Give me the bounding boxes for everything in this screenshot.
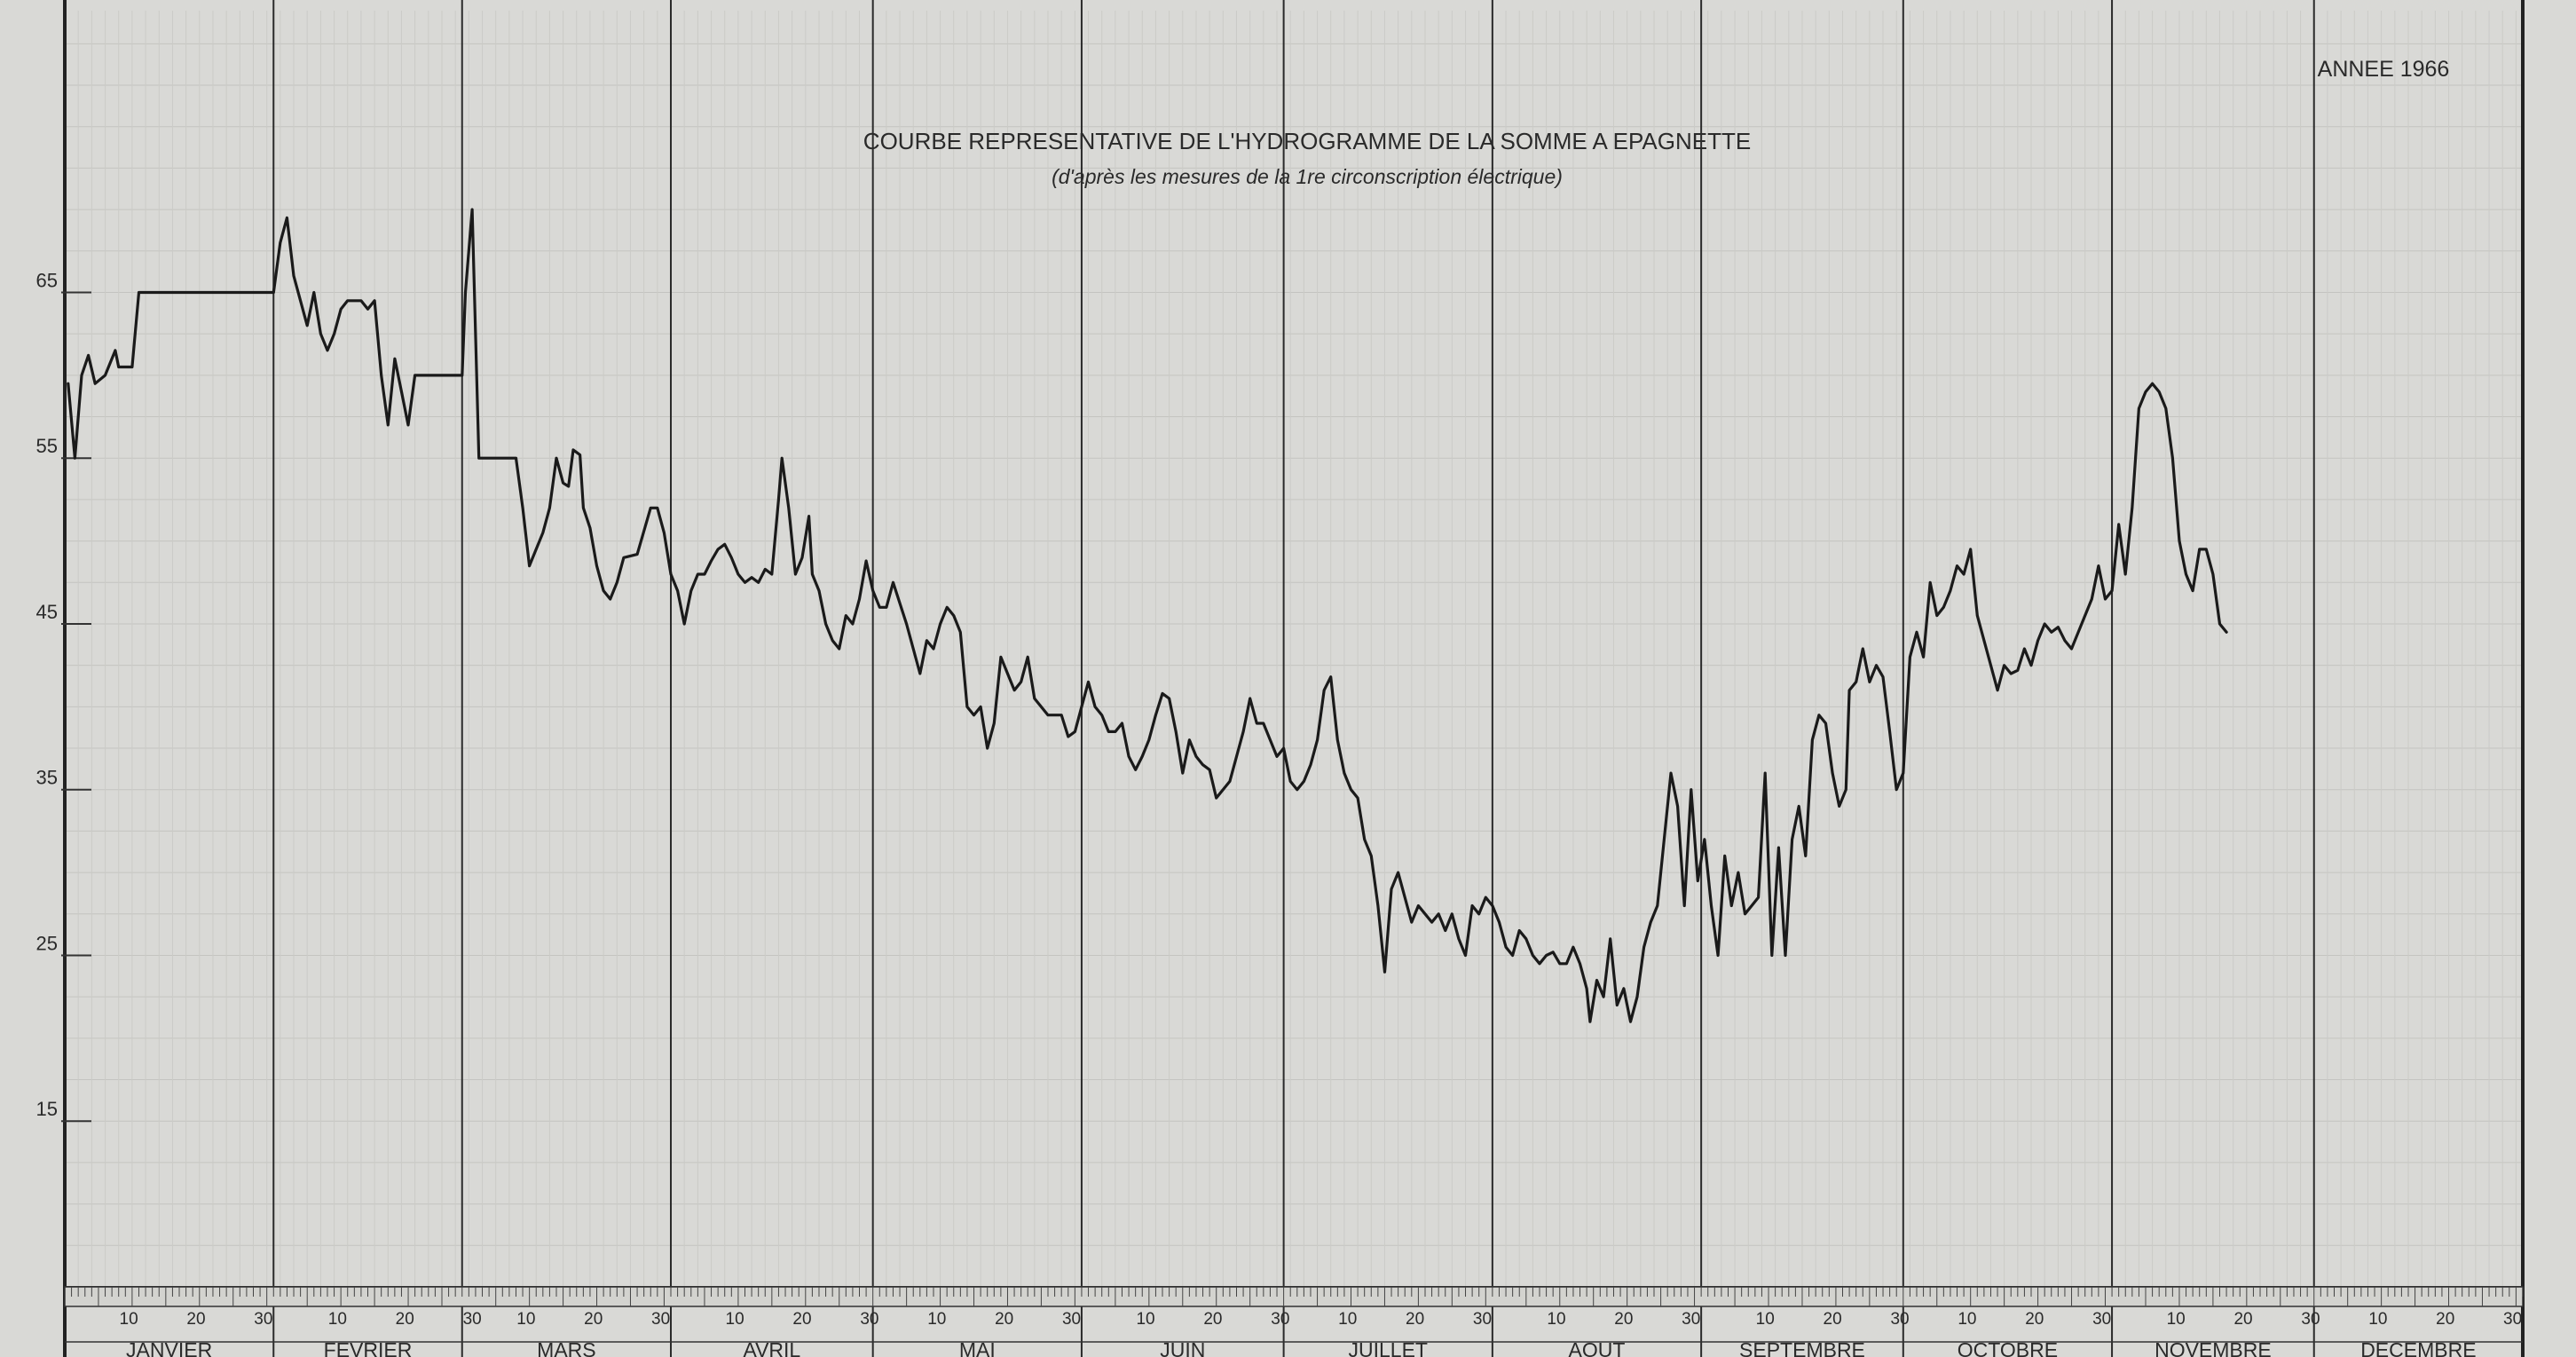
day-scale-strip (64, 1286, 2524, 1307)
day-tick-label: 30 (2503, 1310, 2522, 1329)
month-label: AOUT (1569, 1338, 1626, 1357)
year-annotation: ANNEE 1966 (2318, 57, 2450, 82)
y-axis: 15 25 35 45 55 65 (36, 0, 2525, 1357)
day-tick-label: 20 (186, 1310, 205, 1329)
day-tick-label: 30 (1271, 1310, 1289, 1329)
day-tick-label: 20 (584, 1310, 603, 1329)
day-tick-label: 30 (2092, 1310, 2111, 1329)
day-tick-label: 20 (792, 1310, 811, 1329)
month-label: JANVIER (126, 1338, 212, 1357)
chart-title: COURBE REPRESENTATIVE DE L'HYDROGRAMME D… (863, 128, 1751, 154)
day-tick-label: 10 (1136, 1310, 1154, 1329)
month-label: JUIN (1160, 1338, 1205, 1357)
day-tick-label: 10 (927, 1310, 946, 1329)
month-label: NOVEMBRE (2155, 1338, 2272, 1357)
day-tick-label: 20 (2025, 1310, 2044, 1329)
day-tick-label: 30 (651, 1310, 670, 1329)
y-tick-label: 25 (36, 932, 58, 954)
series-line (67, 208, 2228, 1023)
month-label: SEPTEMBRE (1739, 1338, 1865, 1357)
day-tick-label: 20 (1406, 1310, 1424, 1329)
day-tick-label: 30 (1682, 1310, 1700, 1329)
day-tick-label: 10 (1756, 1310, 1775, 1329)
month-label: FEVRIER (324, 1338, 413, 1357)
month-label: MAI (959, 1338, 996, 1357)
day-tick-label: 30 (1890, 1310, 1909, 1329)
month-label: AVRIL (743, 1338, 800, 1357)
day-tick-label: 30 (1473, 1310, 1492, 1329)
y-tick-label: 35 (36, 767, 58, 789)
month-label: MARS (537, 1338, 595, 1357)
day-tick-label: 30 (1062, 1310, 1081, 1329)
day-tick-label: 20 (2233, 1310, 2252, 1329)
day-tick-label: 10 (516, 1310, 535, 1329)
day-tick-label: 10 (1338, 1310, 1357, 1329)
y-tick-label: 15 (36, 1098, 58, 1120)
day-tick-label: 10 (328, 1310, 347, 1329)
day-tick-label: 30 (463, 1310, 482, 1329)
day-tick-label: 20 (1203, 1310, 1222, 1329)
chart-subtitle: (d'après les mesures de la 1re circonscr… (1052, 165, 1563, 188)
day-tick-label: 20 (1614, 1310, 1633, 1329)
y-tick-label: 55 (36, 435, 58, 457)
day-tick-label: 20 (995, 1310, 1013, 1329)
month-label: OCTOBRE (1958, 1338, 2058, 1357)
day-tick-label: 10 (120, 1310, 138, 1329)
day-tick-label: 30 (254, 1310, 272, 1329)
day-tick-label: 10 (726, 1310, 744, 1329)
month-label: JUILLET (1349, 1338, 1428, 1357)
day-tick-label: 10 (2167, 1310, 2186, 1329)
day-tick-label: 20 (2436, 1310, 2454, 1329)
y-tick-label: 65 (36, 269, 58, 291)
day-tick-label: 30 (2301, 1310, 2320, 1329)
day-tick-label: 10 (2368, 1310, 2387, 1329)
day-tick-label: 20 (1824, 1310, 1842, 1329)
day-tick-label: 10 (1547, 1310, 1565, 1329)
day-tick-label: 20 (396, 1310, 414, 1329)
y-tick-label: 45 (36, 601, 58, 623)
day-tick-label: 30 (860, 1310, 878, 1329)
day-tick-label: 10 (1958, 1310, 1976, 1329)
month-separators (272, 0, 2315, 1357)
series-layer (67, 208, 2228, 1023)
month-label: DECEMBRE (2360, 1338, 2476, 1357)
